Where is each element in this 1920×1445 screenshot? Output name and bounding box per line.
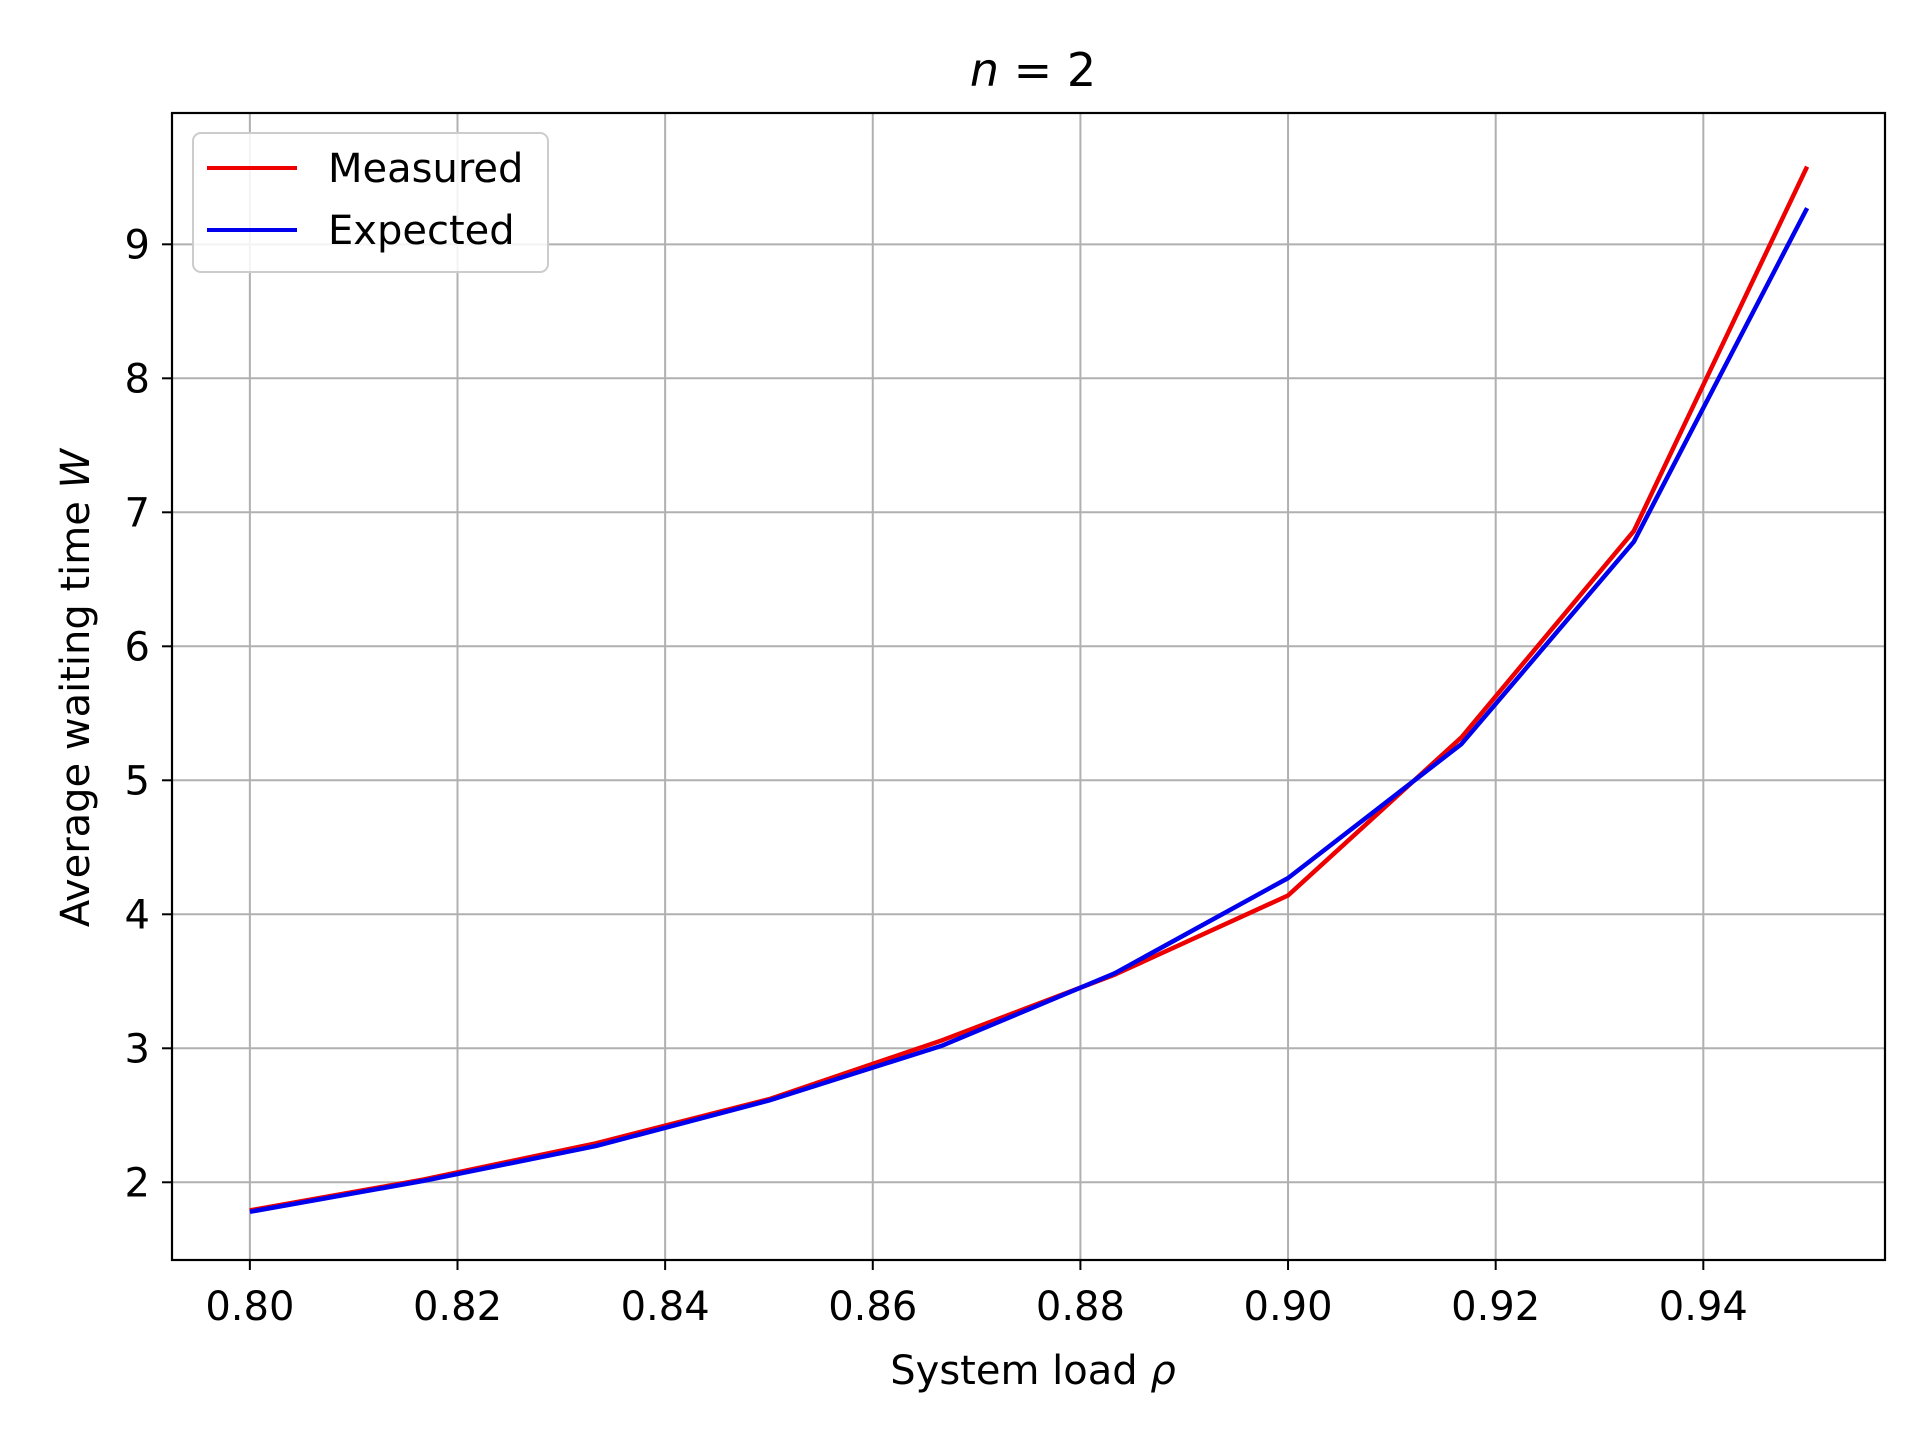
chart-title: n = 2 — [970, 43, 1096, 97]
y-tick-label: 8 — [125, 356, 150, 402]
y-tick-label: 5 — [125, 758, 150, 804]
legend-label-measured: Measured — [328, 146, 523, 192]
y-axis-label-text: Average waiting time — [53, 488, 99, 927]
plot-area-frame — [170, 111, 1887, 1262]
x-tick-label: 0.88 — [1036, 1284, 1125, 1330]
y-tick-label: 9 — [125, 222, 150, 268]
x-tick-label: 0.86 — [828, 1284, 917, 1330]
x-axis-ticks: 0.80 0.82 0.84 0.86 0.88 0.90 0.92 0.94 — [205, 1260, 1748, 1330]
chart-title-value: = 2 — [999, 43, 1096, 97]
chart-title-variable: n — [970, 43, 999, 97]
y-tick-label: 3 — [125, 1026, 150, 1072]
legend: Measured Expected — [192, 132, 549, 273]
grid — [172, 113, 1885, 1260]
y-axis-label: Average waiting time W — [53, 447, 99, 927]
y-tick-label: 7 — [125, 490, 150, 536]
x-tick-label: 0.80 — [205, 1284, 294, 1330]
y-tick-label: 6 — [125, 624, 150, 670]
x-tick-label: 0.92 — [1451, 1284, 1540, 1330]
legend-label-expected: Expected — [328, 208, 515, 254]
series-line-expected — [249, 207, 1810, 1215]
x-tick-label: 0.94 — [1659, 1284, 1748, 1330]
y-axis-label-symbol: W — [53, 447, 99, 488]
x-tick-label: 0.90 — [1244, 1284, 1333, 1330]
x-axis-label: System load ρ — [890, 1348, 1175, 1394]
x-tick-label: 0.82 — [413, 1284, 502, 1330]
y-tick-label: 4 — [125, 892, 150, 938]
y-axis-ticks: 2 3 4 5 6 7 8 9 — [125, 222, 172, 1206]
series-lines — [249, 165, 1810, 1215]
x-tick-label: 0.84 — [621, 1284, 710, 1330]
y-tick-label: 2 — [125, 1160, 150, 1206]
x-axis-label-text: System load — [890, 1348, 1150, 1394]
x-axis-label-symbol: ρ — [1150, 1348, 1175, 1394]
